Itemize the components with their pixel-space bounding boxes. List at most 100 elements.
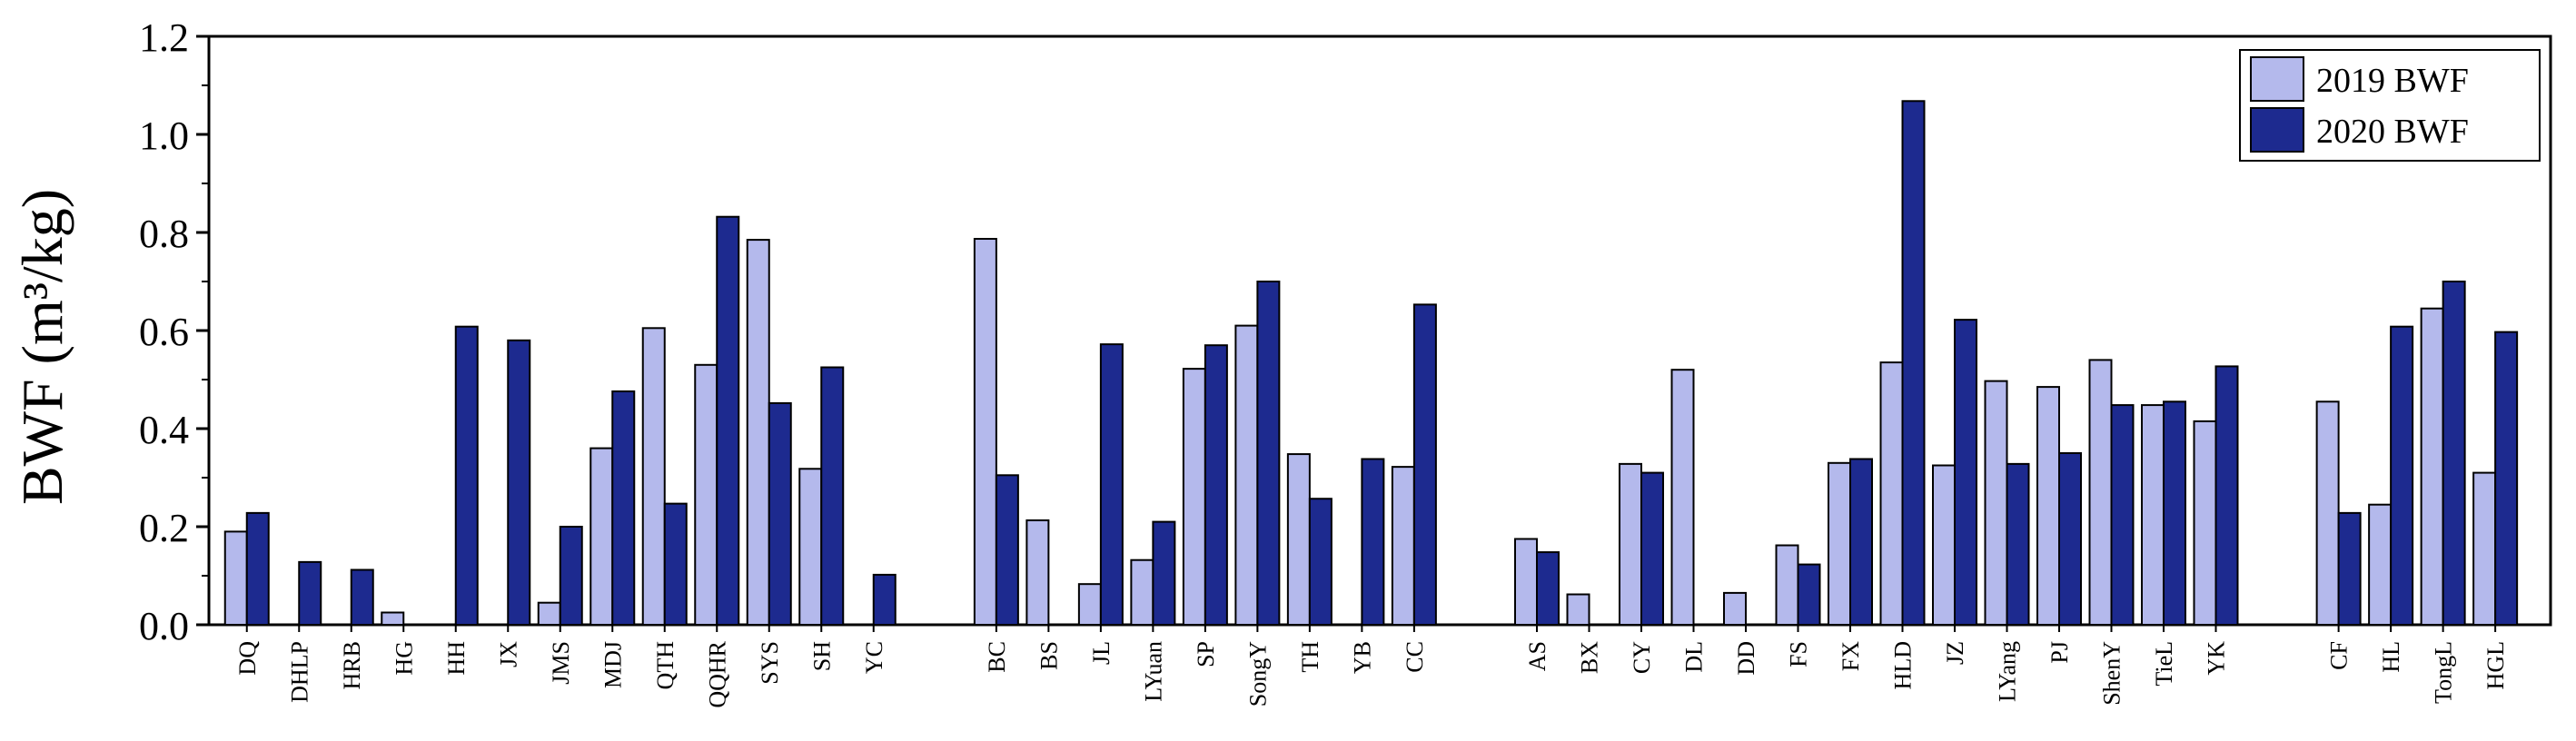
bar-2019-dd: [1723, 591, 1747, 627]
bar-2019-th: [1286, 453, 1311, 626]
bar-2020-sheny: [2110, 404, 2135, 626]
bar-2020-sp: [1204, 344, 1228, 626]
y-tick-label: 0.8: [139, 212, 189, 256]
x-tick-label-sp: SP: [1193, 641, 1219, 667]
x-tick-label-dq: DQ: [234, 641, 261, 676]
bar-2019-cf: [2315, 400, 2340, 626]
x-tick-label-jx: JX: [495, 641, 521, 667]
x-tick-label-th: TH: [1297, 641, 1323, 673]
bar-2019-jz: [1932, 464, 1956, 626]
x-tick-label-lyang: LYang: [1995, 641, 2021, 702]
bar-2019-sheny: [2088, 359, 2113, 626]
bar-2019-bs: [1025, 519, 1050, 626]
x-tick-label-songy: SongY: [1244, 641, 1271, 706]
bar-2020-songy: [1256, 281, 1281, 626]
x-tick-label-yb: YB: [1349, 641, 1375, 674]
bar-2019-hgl: [2472, 471, 2497, 626]
bar-2019-hg: [381, 611, 405, 626]
bar-2020-hl: [2390, 325, 2414, 626]
x-tick-label-as: AS: [1524, 641, 1551, 671]
x-tick-label-qth: QTH: [652, 641, 679, 690]
bar-2020-qth: [663, 502, 688, 626]
bar-2020-sh: [820, 366, 845, 626]
bar-2019-cc: [1391, 466, 1415, 626]
x-tick-label-hg: HG: [391, 641, 417, 676]
bar-2019-dl: [1670, 369, 1695, 626]
x-tick-label-dhlp: DHLP: [286, 641, 312, 703]
bar-2019-bx: [1566, 593, 1590, 627]
x-tick-label-hld: HLD: [1890, 641, 1917, 689]
x-tick-label-yk: YK: [2204, 641, 2230, 676]
bar-2020-hrb: [350, 568, 374, 627]
x-tick-label-jms: JMS: [548, 641, 574, 685]
legend-label-2020: 2020 BWF: [2316, 113, 2469, 151]
bar-2019-mdj: [590, 447, 614, 626]
bar-2020-jz: [1954, 319, 1977, 626]
bar-2020-tongl: [2442, 281, 2466, 626]
bar-2019-fx: [1828, 461, 1851, 626]
x-tick-label-lyuan: LYuan: [1140, 641, 1166, 702]
x-tick-label-dd: DD: [1733, 641, 1759, 676]
y-tick-label: 0.6: [139, 310, 189, 354]
x-tick-label-sheny: ShenY: [2099, 641, 2125, 706]
x-axis: DQ DHLP HRB HG HH JX JMS MDJ QTH QQHR SYS SH YC BC BS J…: [234, 625, 2509, 708]
legend-swatch-2020: [2250, 107, 2304, 153]
x-tick-label-bc: BC: [984, 641, 1010, 673]
x-tick-label-fs: FS: [1786, 641, 1812, 667]
x-tick-label-tiel: TieL: [2151, 641, 2177, 687]
x-tick-label-jz: JZ: [1942, 641, 1968, 665]
bar-2020-hh: [454, 325, 479, 626]
bar-2019-jms: [537, 601, 561, 627]
bar-2019-jl: [1077, 583, 1102, 626]
y-axis-label: BWF (m³/kg): [10, 189, 74, 505]
bar-2020-yc: [872, 573, 897, 626]
bar-2020-qqhr: [716, 215, 740, 626]
x-tick-label-mdj: MDJ: [599, 641, 626, 688]
x-tick-label-hl: HL: [2378, 641, 2404, 673]
bar-2020-cf: [2337, 511, 2362, 627]
legend-label-2019: 2019 BWF: [2316, 62, 2469, 100]
bar-2019-sp: [1182, 368, 1206, 626]
bar-2019-tongl: [2420, 307, 2444, 626]
bar-2019-lyang: [1984, 380, 2008, 626]
bar-2020-jms: [559, 526, 583, 626]
x-tick-label-pj: PJ: [2046, 641, 2073, 664]
bar-2019-cy: [1619, 462, 1642, 626]
y-tick-label: 0.0: [139, 604, 189, 648]
bar-2019-lyuan: [1130, 558, 1154, 626]
bar-2019-yk: [2193, 420, 2217, 626]
bar-2019-sys: [746, 239, 770, 626]
bar-2020-fs: [1797, 563, 1821, 627]
bar-2019-dq: [223, 530, 248, 627]
x-tick-label-hrb: HRB: [339, 641, 365, 689]
bar-2019-qqhr: [694, 363, 718, 626]
bar-2020-cy: [1640, 471, 1664, 626]
legend-swatch-2019: [2250, 56, 2304, 102]
bar-2020-sys: [768, 401, 792, 627]
bar-2019-bc: [973, 238, 997, 626]
x-tick-label-cc: CC: [1402, 641, 1428, 673]
bar-2019-songy: [1234, 324, 1259, 626]
x-tick-label-jl: JL: [1088, 641, 1115, 665]
x-tick-label-sh: SH: [808, 641, 835, 671]
bar-2020-dq: [245, 511, 270, 627]
bar-2019-fs: [1775, 544, 1799, 627]
y-tick-label: 0.2: [139, 506, 189, 550]
x-tick-label-bs: BS: [1035, 641, 1062, 670]
bar-2020-tiel: [2163, 400, 2186, 626]
bar-2020-jx: [507, 339, 531, 626]
x-tick-label-fx: FX: [1838, 641, 1864, 671]
x-tick-label-hh: HH: [443, 641, 470, 676]
bar-2020-hgl: [2494, 331, 2519, 626]
bar-2019-tiel: [2141, 404, 2165, 626]
y-axis: 0.0 0.2 0.4 0.6 0.8 1.0 1.2: [139, 15, 209, 648]
bar-2020-dhlp: [298, 560, 322, 627]
x-tick-label-dl: DL: [1681, 641, 1708, 673]
bar-2019-hl: [2368, 503, 2393, 627]
bar-2020-as: [1536, 551, 1560, 627]
bar-2020-lyang: [2006, 462, 2030, 626]
bar-2019-as: [1514, 538, 1538, 626]
x-tick-label-cf: CF: [2326, 641, 2353, 670]
bar-2019-sh: [798, 468, 823, 627]
bar-2020-hld: [1901, 100, 1926, 626]
